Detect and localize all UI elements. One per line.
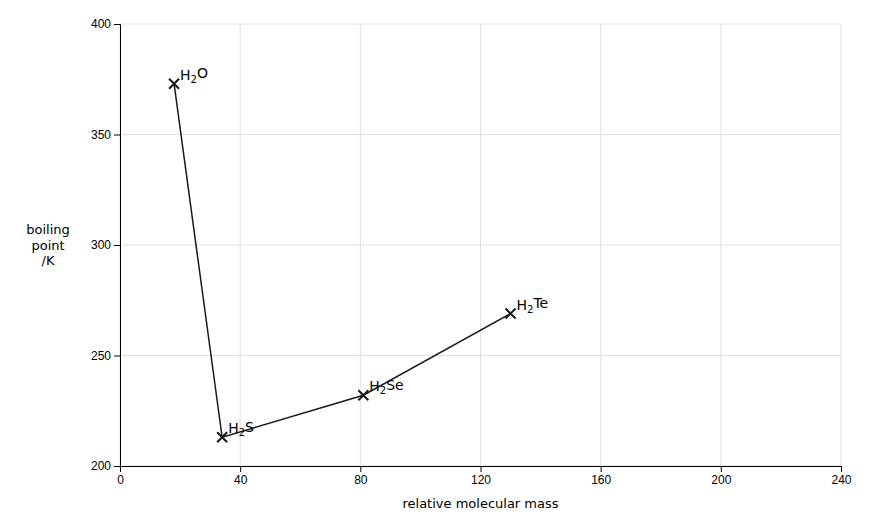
- x-tick-label: 0: [117, 473, 124, 487]
- x-tick-label: 160: [591, 473, 611, 487]
- point-labels: H2O H2S H2Se H2Te: [180, 65, 548, 438]
- y-tick-label: 300: [91, 238, 111, 252]
- y-tick-label: 250: [91, 349, 111, 363]
- y-tick: 250: [91, 349, 120, 363]
- x-tick-label: 240: [831, 473, 851, 487]
- point-label-rest: S: [245, 419, 254, 435]
- y-tick-mark: [114, 245, 120, 246]
- x-tick-mark: [841, 466, 842, 472]
- x-tick-label: 80: [354, 473, 368, 487]
- point-label: H2Se: [369, 377, 403, 396]
- point-label-main: H: [517, 297, 528, 313]
- x-axis: 0 40 80 120 160 200 240: [117, 466, 852, 487]
- y-axis-label-line: boiling: [26, 222, 70, 237]
- point-label-rest: Se: [386, 377, 404, 393]
- x-tick-label: 40: [234, 473, 248, 487]
- line: [222, 314, 510, 438]
- x-tick-mark: [601, 466, 602, 472]
- y-tick: 200: [91, 459, 120, 473]
- y-tick-mark: [114, 24, 120, 25]
- point-label-main: H: [180, 67, 191, 83]
- x-axis-line: [121, 467, 842, 473]
- y-tick-label: 200: [91, 459, 111, 473]
- point-label: H2S: [228, 419, 254, 438]
- point-label-main: H: [228, 420, 239, 436]
- plot: 04080120160200240200250300350400H2OH2SH2…: [91, 17, 852, 486]
- x-tick: 80: [354, 466, 368, 487]
- x-tick-mark: [240, 466, 241, 472]
- y-axis-label-line: point: [31, 238, 64, 253]
- x-tick: 40: [234, 466, 248, 487]
- y-tick: 400: [91, 17, 120, 31]
- y-axis-label: boilingpoint/K: [26, 222, 70, 268]
- point: [217, 432, 227, 442]
- x-tick-mark: [360, 466, 361, 472]
- x-tick-mark: [721, 466, 722, 472]
- y-tick-mark: [114, 135, 120, 136]
- point-label: H2Te: [517, 295, 549, 314]
- point-label: H2O: [180, 65, 208, 84]
- y-tick: 300: [91, 238, 120, 252]
- point-label-main: H: [369, 378, 380, 394]
- y-tick: 350: [91, 128, 120, 142]
- x-tick-label: 200: [711, 473, 731, 487]
- y-tick-mark: [114, 356, 120, 357]
- point: [506, 309, 516, 319]
- x-tick: 0: [117, 466, 124, 487]
- y-tick-mark: [114, 466, 120, 467]
- grid-line-y: [120, 134, 841, 135]
- x-tick: 240: [831, 466, 851, 487]
- line: [174, 84, 222, 438]
- y-tick-label: 350: [91, 128, 111, 142]
- x-tick: 120: [471, 466, 491, 487]
- grid-line-y: [120, 245, 841, 246]
- y-axis-line: [114, 25, 121, 467]
- x-tick: 200: [711, 466, 731, 487]
- y-axis-label-line: /K: [42, 253, 55, 268]
- grid-line-y: [120, 24, 841, 25]
- point-label-rest: O: [197, 65, 208, 81]
- grid-line-y: [120, 355, 841, 356]
- x-axis-label: relative molecular mass: [402, 496, 558, 511]
- y-axis: 200 250 300 350 400: [91, 17, 121, 473]
- x-tick-label: 120: [471, 473, 491, 487]
- marks: [169, 79, 515, 443]
- grid: [120, 24, 841, 466]
- y-tick-label: 400: [91, 17, 111, 31]
- x-tick-mark: [481, 466, 482, 472]
- chart: 04080120160200240200250300350400H2OH2SH2…: [0, 0, 877, 522]
- point: [169, 79, 179, 89]
- point-label-rest: Te: [532, 295, 548, 311]
- point: [358, 390, 368, 400]
- x-tick: 160: [591, 466, 611, 487]
